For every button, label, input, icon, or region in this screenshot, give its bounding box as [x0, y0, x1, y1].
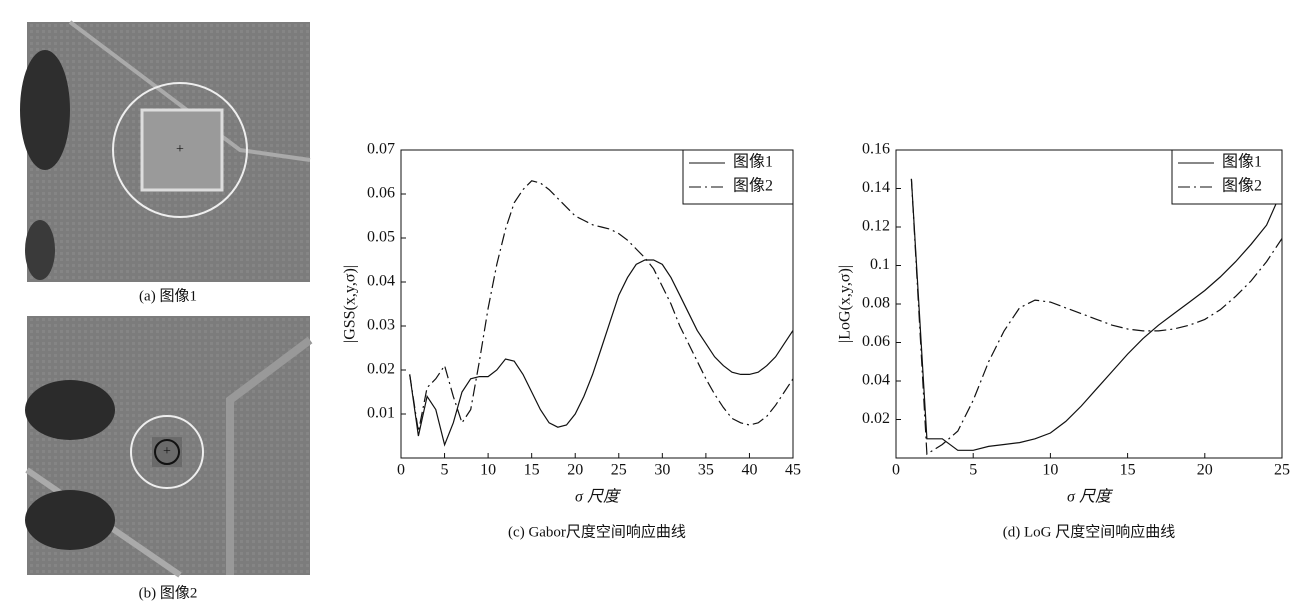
y-tick-label: 0.04	[862, 372, 890, 389]
x-tick-label: 5	[969, 462, 977, 479]
y-tick-label: 0.06	[367, 185, 395, 202]
chart-caption: (d) LoG 尺度空间响应曲线	[1003, 522, 1176, 540]
series-line	[911, 179, 1282, 450]
x-tick-label: 5	[441, 462, 449, 479]
x-tick-label: 25	[1274, 462, 1290, 479]
series-line	[911, 179, 1282, 454]
legend-label: 图像2	[733, 177, 773, 195]
image-caption: (b) 图像2	[139, 584, 198, 601]
x-tick-label: 10	[480, 462, 496, 479]
y-axis-label: |GSS(x,y,σ)|	[342, 265, 359, 343]
y-tick-label: 0.02	[367, 361, 395, 378]
svg-text:+: +	[176, 142, 184, 157]
series-line	[410, 260, 793, 445]
y-tick-label: 0.02	[862, 410, 890, 427]
image-a: +	[20, 22, 310, 282]
y-tick-label: 0.06	[862, 333, 890, 350]
x-tick-label: 0	[397, 462, 405, 479]
image-b: +	[25, 316, 310, 575]
x-tick-label: 25	[611, 462, 627, 479]
y-tick-label: 0.14	[862, 179, 890, 196]
y-tick-label: 0.07	[367, 141, 395, 158]
figure: + (a) 图像1 + (b) 图像2 0 5 10 15 20 25 30 35 40 45 0.…	[0, 0, 1296, 607]
y-tick-label: 0.12	[862, 218, 890, 235]
x-axis-label: σ 尺度	[1067, 488, 1114, 506]
y-tick-label: 0.01	[367, 405, 395, 422]
x-tick-label: 20	[567, 462, 583, 479]
chart-caption: (c) Gabor尺度空间响应曲线	[508, 522, 686, 540]
x-tick-label: 40	[741, 462, 757, 479]
x-tick-label: 35	[698, 462, 714, 479]
legend-label: 图像1	[1222, 153, 1262, 171]
y-tick-label: 0.04	[367, 273, 395, 290]
x-axis-label: σ 尺度	[575, 488, 622, 506]
series-line	[410, 181, 793, 432]
x-tick-label: 20	[1197, 462, 1213, 479]
y-tick-label: 0.03	[367, 317, 395, 334]
y-tick-label: 0.16	[862, 141, 890, 158]
svg-text:+: +	[163, 444, 171, 459]
x-tick-label: 15	[524, 462, 540, 479]
legend-label: 图像2	[1222, 177, 1262, 195]
legend-label: 图像1	[733, 153, 773, 171]
x-tick-label: 0	[892, 462, 900, 479]
y-axis-label: |LoG(x,y,σ)|	[837, 265, 854, 343]
y-tick-label: 0.08	[862, 295, 890, 312]
x-tick-label: 30	[654, 462, 670, 479]
x-tick-label: 45	[785, 462, 801, 479]
x-tick-label: 10	[1042, 462, 1058, 479]
image-caption: (a) 图像1	[139, 287, 197, 304]
y-tick-label: 0.1	[870, 256, 890, 273]
x-tick-label: 15	[1120, 462, 1136, 479]
y-tick-label: 0.05	[367, 229, 395, 246]
